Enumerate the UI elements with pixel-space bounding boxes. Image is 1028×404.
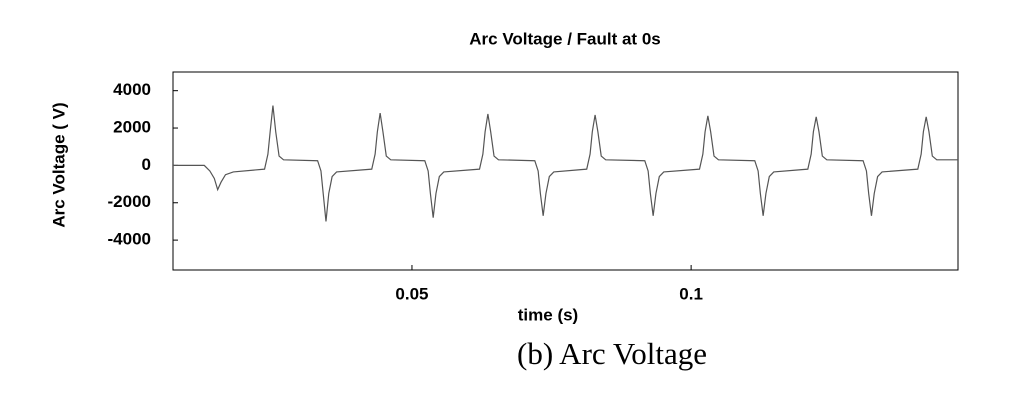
y-tick-label: 2000	[113, 118, 151, 137]
y-tick-label: 4000	[113, 80, 151, 99]
x-axis-label: time (s)	[518, 305, 578, 324]
x-tick-label: 0.1	[679, 284, 703, 303]
x-tick-label: 0.05	[395, 284, 428, 303]
y-axis-label: Arc Voltage ( V)	[49, 102, 68, 227]
plot-frame	[172, 71, 959, 271]
y-tick-label: -4000	[108, 230, 151, 249]
line-series	[173, 105, 958, 222]
caption: (b) Arc Voltage	[517, 336, 707, 371]
y-tick-label: -2000	[108, 192, 151, 211]
chart-title: Arc Voltage / Fault at 0s	[469, 29, 660, 48]
y-tick-label: 0	[142, 155, 151, 174]
